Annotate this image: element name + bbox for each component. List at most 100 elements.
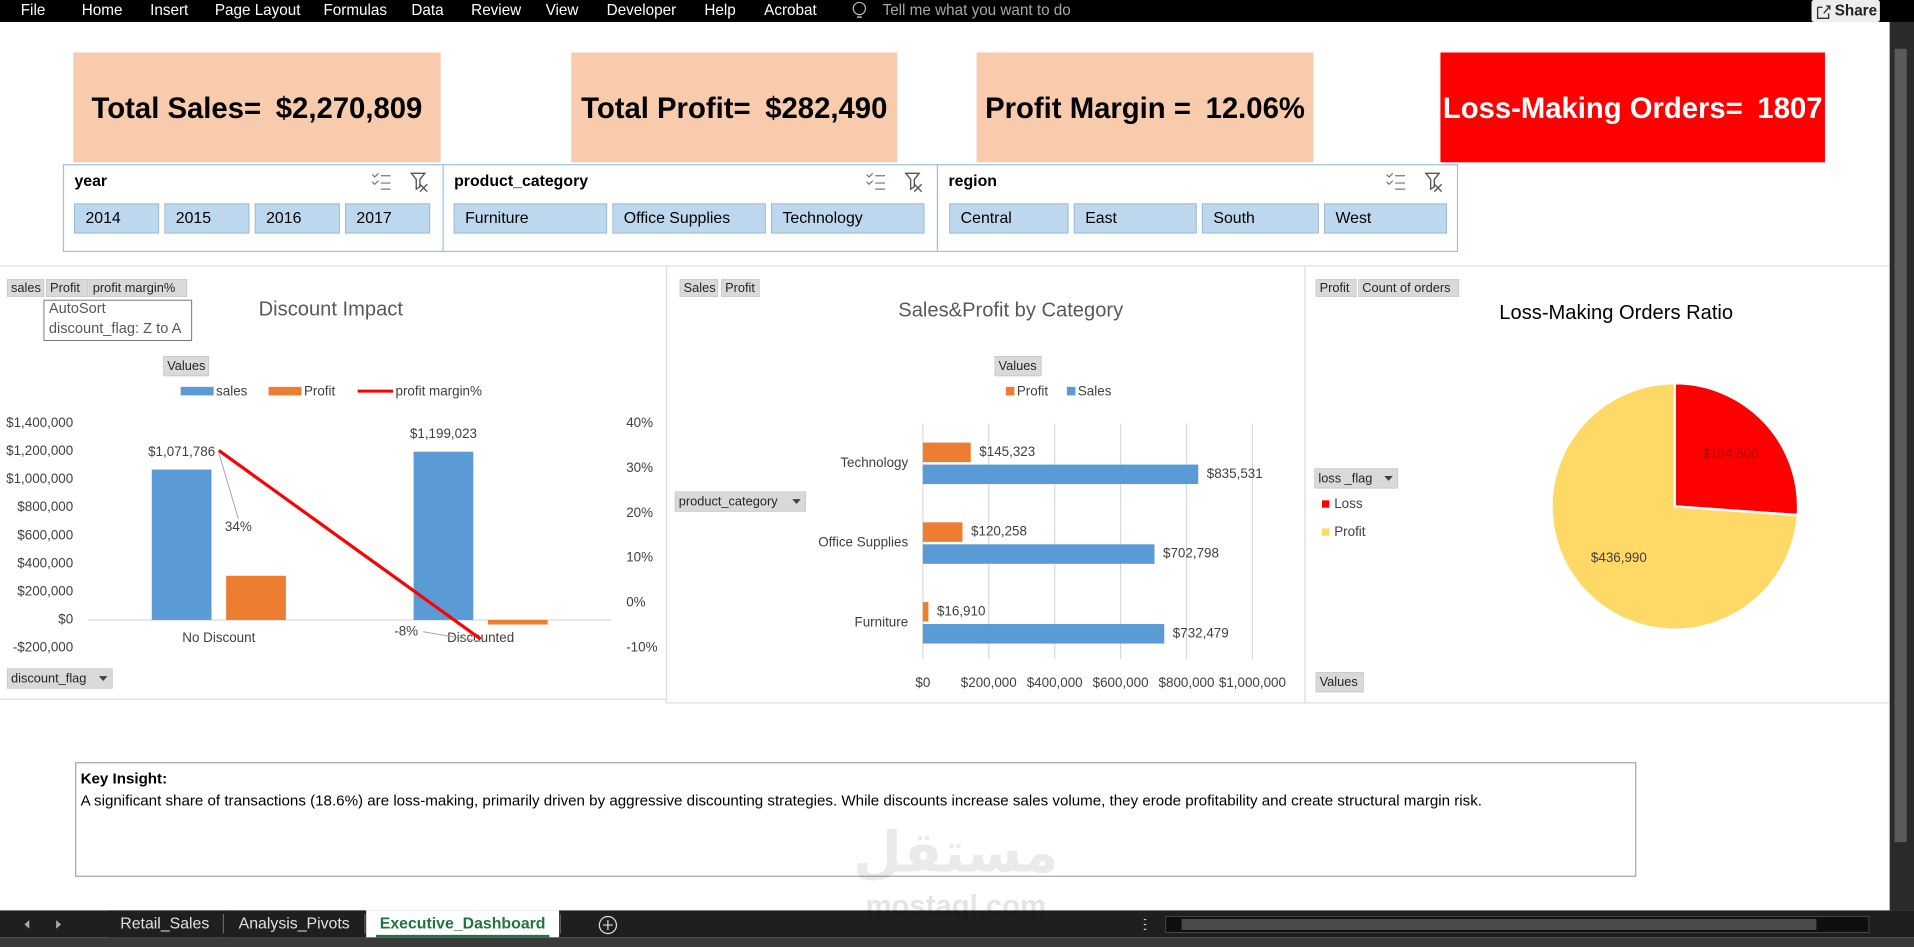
- field-button[interactable]: [6, 668, 113, 689]
- y-tick-label: $0: [58, 612, 73, 627]
- menu-item[interactable]: Review: [471, 2, 522, 19]
- field-button[interactable]: [994, 355, 1042, 377]
- y2-tick-label: 10%: [626, 550, 653, 565]
- bar: [922, 544, 1155, 564]
- slicer-item[interactable]: [1073, 203, 1197, 234]
- data-label: $835,531: [1207, 466, 1263, 481]
- data-label: $120,258: [971, 524, 1027, 539]
- field-button[interactable]: [1315, 279, 1357, 297]
- field-button[interactable]: [1314, 468, 1399, 489]
- add-sheet-button[interactable]: [598, 915, 618, 935]
- y-tick-label: $1,200,000: [6, 443, 73, 458]
- menu-item[interactable]: Acrobat: [764, 2, 817, 19]
- slicer-item[interactable]: [949, 203, 1069, 234]
- menu-item[interactable]: Home: [82, 2, 123, 19]
- sheet-tab[interactable]: [224, 910, 364, 938]
- tooltip: [43, 299, 193, 341]
- menu-item[interactable]: Data: [411, 2, 444, 19]
- sheet-tab[interactable]: [366, 910, 560, 938]
- kpi-value: $282,490: [765, 92, 887, 125]
- tab-nav-next[interactable]: [56, 920, 62, 929]
- menu-item[interactable]: Help: [704, 2, 735, 19]
- pie-slice: [1673, 381, 1800, 517]
- clear-filter-icon[interactable]: [904, 172, 923, 193]
- data-label: -8%: [394, 623, 418, 638]
- data-label: $436,990: [1591, 550, 1647, 565]
- data-label: $154,500: [1703, 446, 1759, 461]
- x-tick-label: No Discount: [182, 630, 255, 645]
- menu-item[interactable]: Insert: [150, 2, 189, 19]
- chart-title: Sales&Profit by Category: [898, 300, 1124, 322]
- multi-select-icon[interactable]: [371, 172, 391, 190]
- status-strip: [0, 937, 1914, 947]
- tab-nav-prev[interactable]: [24, 920, 30, 929]
- sheet-tab-label: Executive_Dashboard: [380, 916, 546, 933]
- bar: [922, 442, 971, 463]
- field-button[interactable]: [88, 279, 188, 297]
- field-button-label: profit margin%: [93, 280, 176, 295]
- field-button[interactable]: [163, 355, 210, 377]
- field-button[interactable]: [721, 279, 760, 297]
- dropdown-arrow: [792, 499, 801, 505]
- bar: [922, 522, 963, 542]
- menu-item[interactable]: Page Layout: [215, 2, 301, 19]
- clear-filter-icon[interactable]: [409, 172, 428, 193]
- clear-filter-icon[interactable]: [1424, 172, 1443, 193]
- kpi-text: Total Profit= $282,490: [581, 92, 887, 125]
- field-button[interactable]: [1315, 672, 1364, 693]
- add-sheet-plus: [603, 920, 613, 930]
- field-button[interactable]: [1358, 279, 1460, 297]
- menu-item[interactable]: Developer: [607, 2, 677, 19]
- slicer-item[interactable]: [164, 203, 250, 234]
- x-tick-label: $0: [915, 675, 930, 690]
- field-button[interactable]: [6, 279, 45, 297]
- x-tick-label: $600,000: [1093, 675, 1149, 690]
- field-button-label: Values: [999, 358, 1037, 373]
- tooltip-line: AutoSort: [49, 301, 106, 317]
- field-button-label: sales: [11, 280, 41, 295]
- menu-item[interactable]: View: [546, 2, 580, 19]
- slicer-item[interactable]: [1323, 203, 1448, 234]
- field-button[interactable]: [674, 491, 807, 512]
- menu-item[interactable]: File: [21, 2, 46, 19]
- menu-item[interactable]: Formulas: [323, 2, 387, 19]
- field-button-label: product_category: [679, 494, 778, 509]
- field-button-label: Profit: [725, 280, 755, 295]
- sheet-tab[interactable]: [107, 910, 223, 938]
- dropdown-arrow: [1384, 475, 1393, 481]
- bar: [922, 624, 1165, 644]
- slicer-item[interactable]: [73, 203, 160, 234]
- kpi-value: $2,270,809: [276, 92, 423, 125]
- x-tick-label: $1,000,000: [1219, 675, 1286, 690]
- legend-swatch: [1322, 500, 1330, 508]
- scroll-thumb[interactable]: [1894, 48, 1907, 843]
- field-button-label: Profit: [1320, 280, 1350, 295]
- slicer-item[interactable]: [770, 203, 925, 234]
- field-button[interactable]: [679, 279, 719, 297]
- slicer-item[interactable]: [254, 203, 340, 234]
- slicer-title: product_category: [454, 173, 588, 190]
- slicer-item[interactable]: [453, 203, 608, 234]
- kpi-card: [571, 52, 898, 163]
- legend-swatch: [1066, 386, 1076, 396]
- data-label: 34%: [225, 519, 252, 534]
- kpi-card: [976, 52, 1314, 163]
- multi-select-icon[interactable]: [1386, 172, 1406, 190]
- sheet-tab-label: Analysis_Pivots: [239, 916, 350, 933]
- y2-tick-label: 20%: [626, 505, 653, 520]
- slicer-item-label: Technology: [782, 210, 862, 227]
- slicer-item-label: 2016: [266, 210, 301, 227]
- field-button[interactable]: [46, 279, 89, 297]
- horizontal-thumb[interactable]: [1181, 918, 1817, 930]
- tell-me[interactable]: Tell me what you want to do: [883, 2, 1071, 19]
- slicer-item[interactable]: [344, 203, 431, 234]
- slicer-item[interactable]: [1201, 203, 1319, 234]
- chart-title: Loss-Making Orders Ratio: [1499, 302, 1733, 324]
- legend-label: Sales: [1078, 383, 1112, 398]
- multi-select-icon[interactable]: [866, 172, 886, 190]
- y-tick-label: Technology: [840, 455, 908, 470]
- slicer-item[interactable]: [612, 203, 766, 234]
- dropdown-arrow: [98, 676, 108, 681]
